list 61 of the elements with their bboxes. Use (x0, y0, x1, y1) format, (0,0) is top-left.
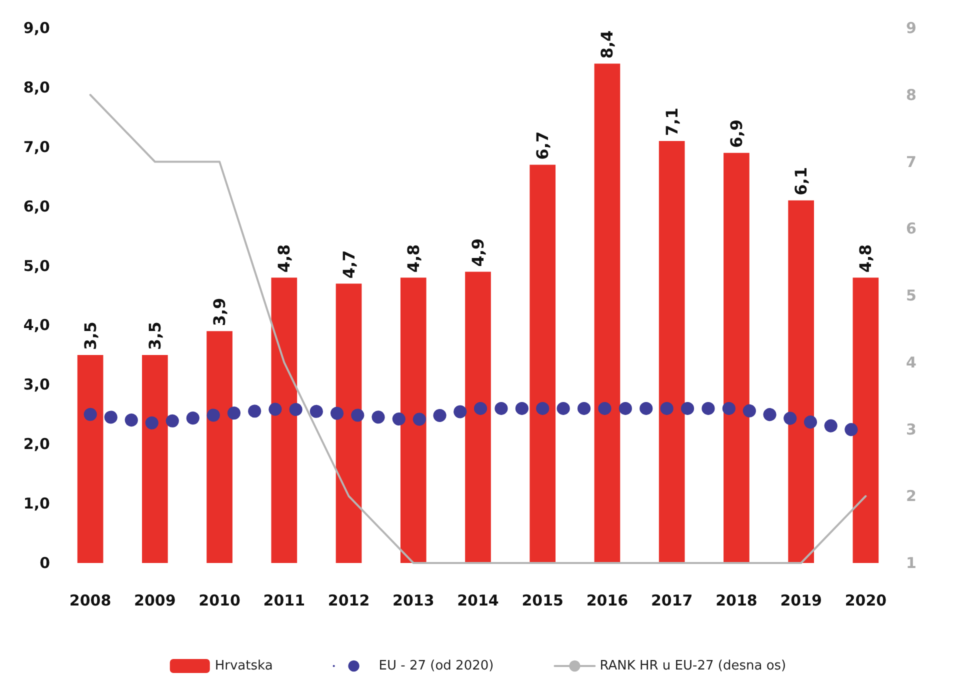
x-tick-label: 2014 (457, 592, 499, 610)
x-tick-label: 2011 (263, 592, 306, 610)
y2-tick-label: 5 (906, 286, 916, 304)
x-tick-label: 2016 (586, 592, 628, 610)
x-tick-label: 2013 (392, 592, 434, 610)
bar (77, 354, 104, 563)
x-tick-label: 2010 (198, 592, 240, 610)
data-label: 4,7 (339, 250, 358, 279)
y-tick-label: 0 (40, 554, 50, 572)
bar (142, 354, 168, 563)
y-tick-label: 8,0 (23, 78, 50, 96)
y2-tick-label: 9 (906, 19, 916, 37)
bar (724, 152, 750, 563)
y-tick-label: 3,0 (23, 376, 50, 394)
data-label: 4,8 (404, 244, 423, 273)
y-tick-label: 4,0 (23, 316, 50, 334)
bar (206, 331, 232, 563)
y2-tick-label: 6 (906, 220, 916, 238)
y-tick-label: 2,0 (23, 435, 50, 454)
data-label: 4,9 (468, 238, 488, 267)
x-tick-label: 2012 (328, 592, 370, 610)
bar (271, 278, 298, 563)
data-label: 3,9 (210, 298, 230, 326)
bar (530, 164, 556, 563)
x-tick-label: 2019 (780, 592, 822, 610)
data-label: 6,9 (726, 119, 746, 148)
bar (465, 272, 491, 563)
data-label: 7,1 (662, 108, 682, 136)
legend-label: EU - 27 (od 2020) (378, 658, 494, 674)
data-label: 3,5 (145, 322, 164, 350)
y2-tick-label: 4 (906, 353, 916, 372)
y-tick-label: 1,0 (23, 494, 50, 513)
legend-label: RANK HR u EU-27 (desna os) (600, 658, 786, 674)
bar (400, 278, 426, 563)
y2-tick-label: 2 (906, 487, 916, 506)
x-tick-label: 2008 (69, 592, 112, 610)
data-label: 8,4 (598, 30, 617, 59)
y2-tick-label: 7 (906, 152, 916, 171)
y-tick-label: 5,0 (23, 256, 50, 275)
y-tick-label: 6,0 (23, 197, 50, 216)
x-tick-label: 2009 (134, 592, 176, 610)
bar (594, 64, 620, 563)
x-tick-label: 2018 (716, 592, 758, 610)
bar (658, 140, 685, 563)
y2-tick-label: 3 (906, 420, 916, 438)
data-label: 3,5 (80, 322, 100, 350)
data-label: 6,7 (533, 131, 552, 160)
legend-label: Hrvatska (214, 658, 273, 674)
data-label: 4,8 (856, 244, 876, 273)
y2-tick-label: 1 (906, 554, 916, 572)
data-label: 4,8 (274, 244, 294, 273)
y-tick-label: 9,0 (23, 19, 50, 37)
data-label: 6,1 (792, 167, 811, 196)
bar (852, 278, 879, 563)
x-tick-label: 2020 (844, 592, 887, 610)
x-tick-label: 2017 (650, 592, 693, 610)
y2-tick-label: 8 (906, 86, 916, 104)
bar (788, 200, 814, 563)
bar (336, 284, 362, 563)
y-tick-label: 7,0 (23, 138, 50, 156)
x-tick-label: 2015 (522, 592, 564, 610)
